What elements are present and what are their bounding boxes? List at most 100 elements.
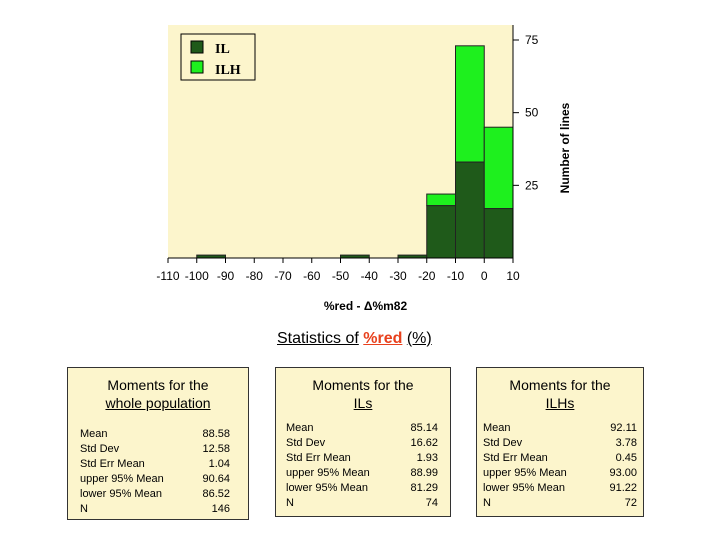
table-row: lower 95% Mean 86.52 (80, 487, 230, 502)
moments-box-title: Moments for the whole population (68, 376, 248, 412)
stat-label: lower 95% Mean (483, 482, 565, 494)
legend-label-ilh: ILH (215, 63, 241, 78)
moments-box-title-line1: Moments for the (509, 377, 611, 393)
moments-box-whole-population: Moments for the whole population Mean 88.… (67, 367, 249, 520)
stat-label: Std Err Mean (286, 452, 351, 464)
stat-label: N (286, 497, 294, 509)
stat-value: 16.62 (410, 437, 438, 449)
bar-ilh (426, 193, 456, 207)
y-axis-label: Number of lines (558, 102, 572, 193)
x-tick-label: -100 (185, 269, 209, 283)
legend-label-il: IL (215, 42, 230, 57)
table-row: Mean 92.11 (483, 421, 637, 436)
legend-swatch-ilh (190, 60, 204, 74)
stat-label: Mean (286, 422, 314, 434)
x-tick-label: -80 (246, 269, 264, 283)
stat-value: 1.93 (416, 452, 438, 464)
x-tick-label: 10 (506, 269, 520, 283)
stat-label: Mean (483, 422, 511, 434)
x-tick-label: -40 (361, 269, 379, 283)
table-row: N 146 (80, 502, 230, 517)
stat-label: upper 95% Mean (286, 467, 370, 479)
stat-label: N (80, 503, 88, 515)
moments-box-title-line2: whole population (105, 395, 211, 411)
y-tick-label: 25 (525, 178, 539, 192)
table-row: N 72 (483, 496, 637, 511)
stat-label: upper 95% Mean (80, 473, 164, 485)
stat-value: 88.58 (202, 428, 230, 440)
x-tick-label: -60 (303, 269, 321, 283)
x-axis-label: %red - Δ%m82 (324, 299, 408, 313)
stat-value: 12.58 (202, 443, 230, 455)
y-tick-label: 50 (525, 106, 539, 120)
stat-label: Std Dev (483, 437, 523, 449)
table-row: Mean 85.14 (286, 421, 438, 436)
stat-label: Std Dev (286, 437, 326, 449)
stat-label: Std Err Mean (483, 452, 548, 464)
bar-ilh (483, 126, 514, 210)
stat-label: Mean (80, 428, 108, 440)
stat-value: 74 (425, 497, 438, 509)
statistics-title: Statistics of %red (%) (277, 330, 432, 348)
x-tick-label: -30 (389, 269, 407, 283)
bar-il (455, 161, 485, 259)
x-tick-label: -70 (274, 269, 292, 283)
moments-box-title-line2: ILHs (545, 395, 575, 411)
stat-value: 146 (211, 503, 230, 515)
stat-label: upper 95% Mean (483, 467, 567, 479)
table-row: lower 95% Mean 91.22 (483, 481, 637, 496)
y-tick-label: 75 (525, 33, 539, 47)
table-row: upper 95% Mean 90.64 (80, 472, 230, 487)
x-tick-label: -90 (217, 269, 235, 283)
x-tick-label: -10 (447, 269, 465, 283)
statistics-title-unit: (%) (406, 330, 432, 347)
stat-value: 85.14 (410, 422, 438, 434)
x-tick-label: -110 (156, 269, 179, 283)
stat-value: 72 (624, 497, 637, 509)
bar-il (483, 208, 514, 259)
moments-box-title: Moments for the ILs (276, 376, 450, 412)
table-row: Std Dev 12.58 (80, 442, 230, 457)
bar-il (426, 205, 456, 259)
moments-table: Mean 88.58 Std Dev 12.58 Std Err Mean 1.04 … (80, 427, 230, 517)
stat-label: N (483, 497, 491, 509)
statistics-title-variable: %red (363, 330, 403, 347)
stat-value: 88.99 (410, 467, 438, 479)
moments-box-ils: Moments for the ILs Mean 85.14 Std Dev 16.… (275, 367, 451, 517)
x-tick-label: -50 (332, 269, 350, 283)
stat-value: 1.04 (208, 458, 230, 470)
table-row: Std Err Mean 1.93 (286, 451, 438, 466)
stat-value: 81.29 (410, 482, 438, 494)
stat-value: 3.78 (615, 437, 637, 449)
stat-value: 0.45 (615, 452, 637, 464)
statistics-title-prefix: Statistics of (277, 330, 359, 347)
x-tick-label: -20 (418, 269, 436, 283)
legend-swatch-il (190, 40, 204, 54)
table-row: Std Err Mean 1.04 (80, 457, 230, 472)
stat-value: 92.11 (610, 422, 637, 434)
histogram-chart: -110 -100 -90 -80 -70 -60 -50 -40 -30 -20 -10 0 10%r… (156, 25, 572, 313)
x-tick-label: 0 (481, 269, 488, 283)
moments-box-title-line1: Moments for the (107, 377, 209, 393)
moments-table: Mean 85.14 Std Dev 16.62 Std Err Mean 1.93 … (286, 421, 438, 511)
table-row: lower 95% Mean 81.29 (286, 481, 438, 496)
stat-label: Std Dev (80, 443, 120, 455)
moments-box-title-line1: Moments for the (312, 377, 414, 393)
table-row: Mean 88.58 (80, 427, 230, 442)
stat-label: Std Err Mean (80, 458, 145, 470)
stat-value: 93.00 (609, 467, 637, 479)
stat-value: 86.52 (202, 488, 230, 500)
table-row: Std Dev 3.78 (483, 436, 637, 451)
moments-table: Mean 92.11 Std Dev 3.78 Std Err Mean 0.45 u… (483, 421, 637, 511)
stat-label: lower 95% Mean (286, 482, 368, 494)
stat-label: lower 95% Mean (80, 488, 162, 500)
moments-box-title: Moments for the ILHs (477, 376, 643, 412)
moments-box-ilhs: Moments for the ILHs Mean 92.11 Std Dev 3.… (476, 367, 644, 517)
table-row: upper 95% Mean 88.99 (286, 466, 438, 481)
table-row: Std Err Mean 0.45 (483, 451, 637, 466)
table-row: N 74 (286, 496, 438, 511)
moments-box-title-line2: ILs (353, 395, 373, 411)
table-row: upper 95% Mean 93.00 (483, 466, 637, 481)
stat-value: 91.22 (609, 482, 637, 494)
stat-value: 90.64 (202, 473, 230, 485)
